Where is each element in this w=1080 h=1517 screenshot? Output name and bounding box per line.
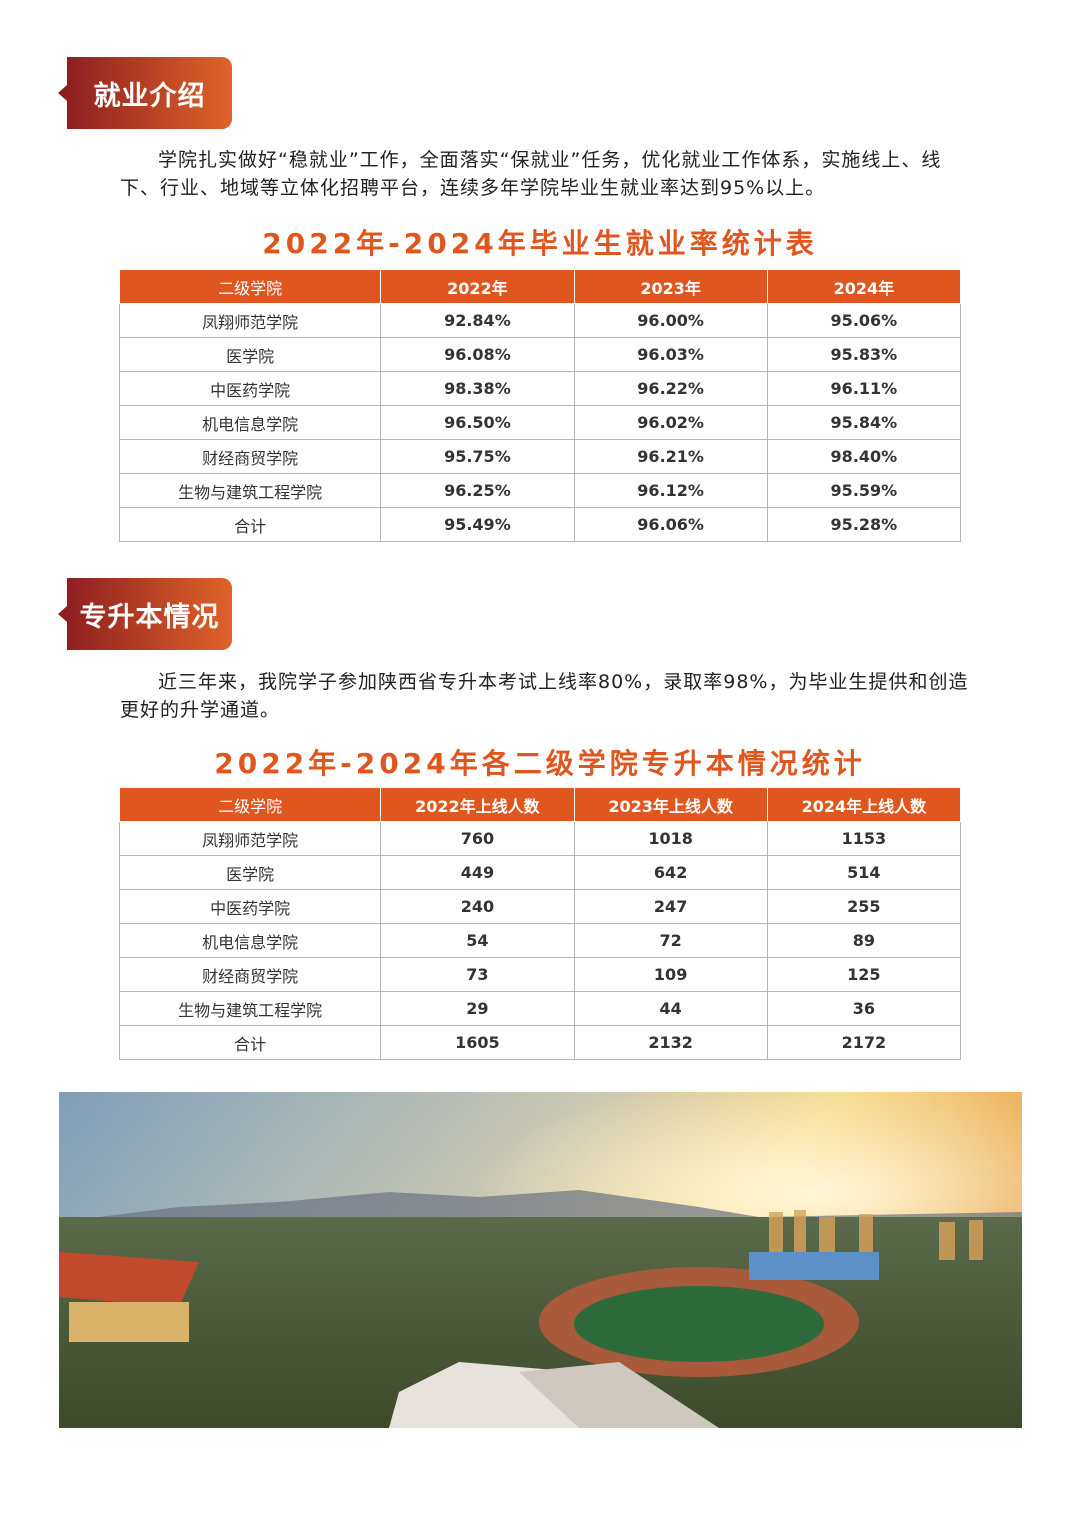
table-row: 财经商贸学院 95.75% 96.21% 98.40% [118, 439, 962, 474]
cell: 255 [766, 889, 962, 924]
cell: 1605 [380, 1025, 575, 1060]
table: 二级学院 2022年 2023年 2024年 凤翔师范学院 92.84% 96.00% 95.… [118, 269, 962, 542]
table-row: 机电信息学院 54 72 89 [118, 923, 962, 958]
cell: 1018 [573, 821, 768, 856]
row-label: 合计 [118, 507, 382, 542]
row-label: 生物与建筑工程学院 [118, 473, 382, 508]
cell: 89 [766, 923, 962, 958]
cell: 125 [766, 957, 962, 992]
row-label: 医学院 [118, 855, 382, 890]
cell: 2172 [766, 1025, 962, 1060]
table-title: 2022年-2024年毕业生就业率统计表 [262, 227, 818, 260]
table-title: 2022年-2024年各二级学院专升本情况统计 [214, 747, 866, 780]
cell: 95.59% [766, 473, 962, 508]
row-label: 财经商贸学院 [118, 439, 382, 474]
cell: 1153 [766, 821, 962, 856]
cell: 95.28% [766, 507, 962, 542]
row-label: 合计 [118, 1025, 382, 1060]
row-label: 生物与建筑工程学院 [118, 991, 382, 1026]
cell: 449 [380, 855, 575, 890]
cell: 96.00% [573, 303, 768, 338]
section-heading: 专升本情况 [58, 578, 232, 650]
cell: 514 [766, 855, 962, 890]
table-row: 医学院 96.08% 96.03% 95.83% [118, 337, 962, 372]
column-header: 二级学院 [118, 269, 382, 304]
column-header: 2023年上线人数 [573, 787, 768, 822]
cell: 73 [380, 957, 575, 992]
row-label: 中医药学院 [118, 889, 382, 924]
cell: 96.03% [573, 337, 768, 372]
table-row: 生物与建筑工程学院 29 44 36 [118, 991, 962, 1026]
cell: 96.50% [380, 405, 575, 440]
row-label: 医学院 [118, 337, 382, 372]
table-row: 中医药学院 240 247 255 [118, 889, 962, 924]
cell: 95.06% [766, 303, 962, 338]
column-header: 2024年上线人数 [766, 787, 962, 822]
cell: 642 [573, 855, 768, 890]
cell: 54 [380, 923, 575, 958]
cell: 98.38% [380, 371, 575, 406]
header-row: 二级学院 2022年上线人数 2023年上线人数 2024年上线人数 [118, 787, 962, 822]
table: 二级学院 2022年上线人数 2023年上线人数 2024年上线人数 凤翔师范学院 760… [118, 787, 962, 1060]
cell: 109 [573, 957, 768, 992]
cell: 247 [573, 889, 768, 924]
table-row: 财经商贸学院 73 109 125 [118, 957, 962, 992]
table-row: 合计 1605 2132 2172 [118, 1025, 962, 1060]
row-label: 机电信息学院 [118, 923, 382, 958]
cell: 92.84% [380, 303, 575, 338]
cell: 96.08% [380, 337, 575, 372]
cell: 96.02% [573, 405, 768, 440]
row-label: 财经商贸学院 [118, 957, 382, 992]
row-label: 中医药学院 [118, 371, 382, 406]
cell: 95.49% [380, 507, 575, 542]
table-row: 中医药学院 98.38% 96.22% 96.11% [118, 371, 962, 406]
table-row: 生物与建筑工程学院 96.25% 96.12% 95.59% [118, 473, 962, 508]
cell: 760 [380, 821, 575, 856]
cell: 96.21% [573, 439, 768, 474]
paragraph: 学院扎实做好“稳就业”工作，全面落实“保就业”任务，优化就业工作体系，实施线上、… [120, 149, 942, 199]
column-header: 2024年 [766, 269, 962, 304]
section-heading: 就业介绍 [58, 57, 232, 129]
cell: 95.75% [380, 439, 575, 474]
cell: 96.06% [573, 507, 768, 542]
cell: 96.11% [766, 371, 962, 406]
column-header: 2022年 [380, 269, 575, 304]
cell: 98.40% [766, 439, 962, 474]
table-row: 合计 95.49% 96.06% 95.28% [118, 507, 962, 542]
table-row: 凤翔师范学院 92.84% 96.00% 95.06% [118, 303, 962, 338]
row-label: 凤翔师范学院 [118, 303, 382, 338]
row-label: 机电信息学院 [118, 405, 382, 440]
column-header: 二级学院 [118, 787, 382, 822]
row-label: 凤翔师范学院 [118, 821, 382, 856]
column-header: 2023年 [573, 269, 768, 304]
cell: 95.83% [766, 337, 962, 372]
cell: 44 [573, 991, 768, 1026]
cell: 36 [766, 991, 962, 1026]
cell: 240 [380, 889, 575, 924]
paragraph: 近三年来，我院学子参加陕西省专升本考试上线率80%，录取率98%，为毕业生提供和… [120, 671, 969, 721]
header-row: 二级学院 2022年 2023年 2024年 [118, 269, 962, 304]
cell: 95.84% [766, 405, 962, 440]
table-row: 凤翔师范学院 760 1018 1153 [118, 821, 962, 856]
cell: 96.12% [573, 473, 768, 508]
cell: 2132 [573, 1025, 768, 1060]
table-row: 机电信息学院 96.50% 96.02% 95.84% [118, 405, 962, 440]
cell: 72 [573, 923, 768, 958]
cell: 96.22% [573, 371, 768, 406]
campus-photo [59, 1092, 1022, 1428]
cell: 96.25% [380, 473, 575, 508]
column-header: 2022年上线人数 [380, 787, 575, 822]
table-row: 医学院 449 642 514 [118, 855, 962, 890]
cell: 29 [380, 991, 575, 1026]
